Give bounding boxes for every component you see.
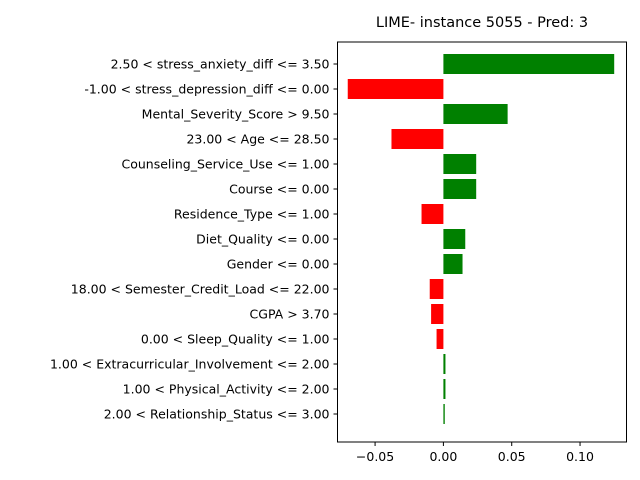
bar-4 bbox=[391, 129, 444, 149]
bar-6 bbox=[443, 179, 477, 199]
y-tick-label: -1.00 < stress_depression_diff <= 0.00 bbox=[84, 82, 329, 97]
x-tick-label: 0.10 bbox=[566, 449, 594, 464]
bar-8 bbox=[443, 229, 466, 249]
bars-group bbox=[347, 54, 615, 424]
bar-2 bbox=[347, 79, 444, 99]
bar-12 bbox=[436, 329, 444, 349]
bar-11 bbox=[431, 304, 444, 324]
plot-frame bbox=[337, 41, 627, 443]
y-tick-label: 18.00 < Semester_Credit_Load <= 22.00 bbox=[71, 282, 330, 297]
y-tick-label: Course <= 0.00 bbox=[229, 182, 329, 197]
bar-3 bbox=[443, 104, 508, 124]
y-tick-label: Counseling_Service_Use <= 1.00 bbox=[121, 157, 329, 172]
bar-7 bbox=[421, 204, 444, 224]
bar-5 bbox=[443, 154, 477, 174]
y-tick-label: 1.00 < Extracurricular_Involvement <= 2.… bbox=[50, 357, 330, 372]
x-axis: −0.05 0.00 0.05 0.10 bbox=[356, 442, 594, 464]
y-tick-label: CGPA > 3.70 bbox=[250, 307, 330, 322]
bar-13 bbox=[443, 354, 446, 374]
bar-14 bbox=[443, 379, 446, 399]
bar-15 bbox=[443, 404, 445, 424]
y-tick-label: Residence_Type <= 1.00 bbox=[174, 207, 330, 222]
bar-9 bbox=[443, 254, 463, 274]
x-tick-label: −0.05 bbox=[356, 449, 394, 464]
y-tick-labels: 2.50 < stress_anxiety_diff <= 3.50 -1.00 … bbox=[50, 57, 338, 422]
bar-1 bbox=[443, 54, 615, 74]
y-tick-label: 1.00 < Physical_Activity <= 2.00 bbox=[123, 382, 330, 397]
x-tick-label: 0.00 bbox=[429, 449, 457, 464]
chart-title: LIME- instance 5055 - Pred: 3 bbox=[376, 15, 588, 31]
y-tick-label: 0.00 < Sleep_Quality <= 1.00 bbox=[141, 332, 330, 347]
bar-10 bbox=[429, 279, 444, 299]
y-tick-label: 2.00 < Relationship_Status <= 3.00 bbox=[104, 407, 330, 422]
x-tick-label: 0.05 bbox=[498, 449, 526, 464]
y-tick-label: Gender <= 0.00 bbox=[227, 257, 330, 272]
y-tick-label: Diet_Quality <= 0.00 bbox=[196, 232, 329, 247]
y-tick-label: Mental_Severity_Score > 9.50 bbox=[142, 107, 330, 122]
y-tick-label: 23.00 < Age <= 28.50 bbox=[186, 132, 329, 147]
y-tick-label: 2.50 < stress_anxiety_diff <= 3.50 bbox=[111, 57, 330, 72]
